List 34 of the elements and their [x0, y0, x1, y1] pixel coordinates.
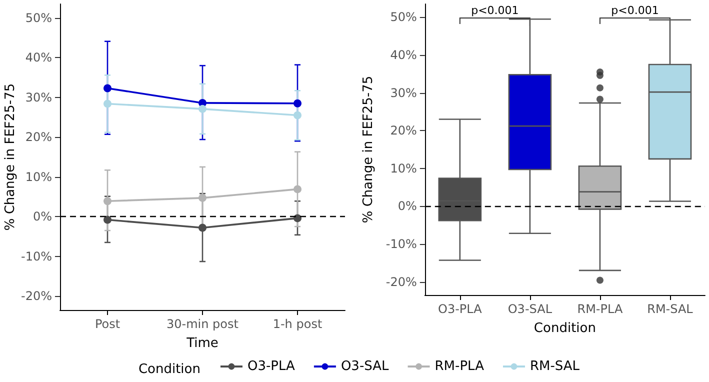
y-tick-label: 0%: [32, 210, 52, 224]
y-tick-label: -10%: [386, 236, 417, 251]
legend-label: RM-SAL: [530, 359, 580, 374]
y-tick-label: 0%: [398, 199, 417, 214]
y-tick-label: 50%: [390, 10, 417, 24]
y-tick-label: 10%: [390, 161, 417, 176]
y-tick-label: 40%: [390, 48, 417, 62]
x-tick-label: O3-SAL: [508, 302, 552, 316]
legend-label: O3-PLA: [247, 359, 296, 374]
legend-title: Condition: [138, 362, 200, 377]
y-tick-label: -20%: [386, 274, 417, 289]
annotation: p<0.001: [611, 4, 659, 17]
x-tick-label: 1-h post: [272, 317, 322, 331]
y-tick-label: 50%: [25, 10, 52, 25]
x-axis-title: Time: [186, 336, 218, 351]
legend-label: O3-SAL: [340, 359, 390, 374]
y-tick-label: 20%: [25, 130, 52, 144]
y-tick-label: 20%: [390, 124, 417, 138]
x-tick-label: RM-SAL: [647, 302, 694, 316]
y-tick-label: 30%: [25, 90, 52, 104]
y-axis-title: % Change in FEF25-75: [361, 76, 376, 224]
x-tick-label: O3-PLA: [438, 302, 483, 316]
y-tick-label: -20%: [20, 289, 52, 304]
y-axis-title: % Change in FEF25-75: [3, 83, 18, 231]
x-tick-label: Post: [94, 317, 120, 331]
x-axis-title: Condition: [534, 321, 596, 336]
y-tick-label: 10%: [25, 170, 52, 184]
y-tick-label: 40%: [25, 50, 52, 65]
x-tick-label: RM-PLA: [577, 302, 624, 316]
y-tick-label: 30%: [390, 86, 417, 100]
annotation: p<0.001: [471, 4, 519, 17]
y-tick-label: -10%: [20, 249, 52, 264]
legend-label: RM-PLA: [434, 359, 484, 374]
x-tick-label: 30-min post: [166, 317, 239, 331]
